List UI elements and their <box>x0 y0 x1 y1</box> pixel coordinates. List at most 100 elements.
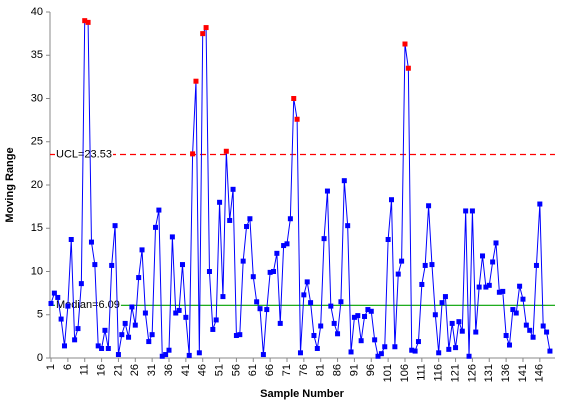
data-point <box>82 18 88 24</box>
data-point <box>540 323 546 329</box>
data-point <box>463 208 469 214</box>
data-point <box>291 96 297 101</box>
y-tick-label: 40 <box>31 6 43 18</box>
data-point <box>58 316 64 322</box>
data-point <box>328 303 334 309</box>
data-point <box>139 247 145 253</box>
data-point <box>190 151 196 157</box>
y-tick-label: 10 <box>31 265 43 277</box>
data-point <box>537 201 543 207</box>
data-point <box>169 234 175 240</box>
data-point <box>351 314 357 320</box>
x-tick-label: 121 <box>449 364 461 382</box>
data-point <box>375 353 381 359</box>
data-point <box>51 290 57 296</box>
data-point <box>163 352 169 358</box>
data-point <box>75 326 81 332</box>
x-tick-label: 66 <box>264 364 276 376</box>
data-point <box>429 262 435 268</box>
data-point <box>250 274 256 280</box>
data-point <box>453 345 459 351</box>
data-point <box>490 259 496 265</box>
data-point <box>439 300 445 306</box>
data-point <box>368 308 374 314</box>
data-point <box>456 319 462 325</box>
data-point <box>304 279 310 285</box>
data-point <box>55 294 61 300</box>
reference-label: UCL=23.53 <box>56 148 112 160</box>
data-point <box>88 239 94 245</box>
data-point <box>523 322 529 328</box>
data-point <box>395 271 401 277</box>
data-point <box>365 307 371 313</box>
data-point <box>136 275 142 281</box>
data-point <box>459 328 465 334</box>
data-point <box>271 269 277 274</box>
data-point <box>206 269 212 274</box>
data-point <box>274 250 280 256</box>
data-point <box>520 296 526 302</box>
x-tick-label: 41 <box>180 364 192 376</box>
data-point <box>311 333 317 339</box>
data-point <box>264 307 270 313</box>
data-point <box>200 31 206 37</box>
data-point <box>78 281 84 287</box>
data-point <box>260 352 266 358</box>
data-point <box>217 199 223 205</box>
data-point <box>345 223 351 229</box>
data-point <box>506 342 512 348</box>
x-tick-label: 11 <box>79 364 91 375</box>
data-point <box>112 223 118 229</box>
data-point <box>446 346 452 352</box>
data-point <box>473 329 479 335</box>
data-point <box>95 343 101 349</box>
data-point <box>284 241 290 247</box>
data-point <box>442 294 448 300</box>
y-tick-label: 35 <box>31 49 43 61</box>
data-point <box>65 303 71 309</box>
x-tick-label: 76 <box>298 364 310 376</box>
x-tick-label: 141 <box>517 364 529 382</box>
data-point <box>149 332 155 338</box>
data-point <box>244 224 250 230</box>
data-point <box>544 329 550 335</box>
data-point <box>210 326 216 332</box>
data-point <box>321 236 327 242</box>
data-point <box>227 217 233 223</box>
x-tick-label: 61 <box>247 364 259 376</box>
data-point <box>503 333 509 339</box>
data-point <box>493 240 499 246</box>
data-point <box>203 25 209 31</box>
data-point <box>318 323 324 329</box>
data-point <box>176 307 182 313</box>
data-point <box>338 299 344 305</box>
x-tick-label: 106 <box>399 364 411 382</box>
x-tick-label: 131 <box>483 364 495 382</box>
data-point <box>500 288 506 294</box>
data-point <box>233 333 239 339</box>
data-point <box>126 334 132 340</box>
data-point <box>341 178 347 184</box>
x-tick-label: 1 <box>45 364 57 370</box>
data-point <box>436 350 442 356</box>
x-tick-label: 51 <box>213 364 225 376</box>
y-tick-label: 0 <box>37 352 43 364</box>
data-point <box>132 322 138 328</box>
data-point <box>267 269 273 275</box>
x-tick-label: 26 <box>129 364 141 376</box>
data-point <box>294 116 300 122</box>
data-point <box>412 348 418 354</box>
data-point <box>85 19 91 25</box>
data-point <box>419 281 425 287</box>
data-point <box>287 216 293 222</box>
x-axis-title: Sample Number <box>260 388 344 400</box>
data-point <box>92 262 98 268</box>
x-tick-label: 6 <box>62 364 74 370</box>
reference-label: Median=6.09 <box>56 299 120 311</box>
data-point <box>513 310 519 316</box>
data-point <box>392 344 398 350</box>
data-point <box>109 262 115 268</box>
data-point <box>530 334 536 340</box>
data-point <box>385 236 391 242</box>
